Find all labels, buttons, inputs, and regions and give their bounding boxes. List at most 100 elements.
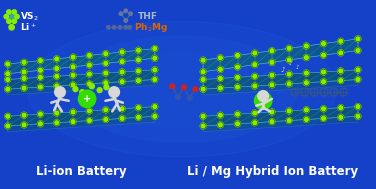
Circle shape bbox=[303, 107, 309, 113]
Circle shape bbox=[321, 52, 326, 58]
Circle shape bbox=[124, 19, 127, 22]
Polygon shape bbox=[8, 80, 155, 95]
Circle shape bbox=[187, 95, 192, 100]
Circle shape bbox=[193, 87, 198, 92]
Circle shape bbox=[15, 14, 19, 19]
Circle shape bbox=[119, 115, 125, 121]
Polygon shape bbox=[8, 49, 155, 74]
Circle shape bbox=[152, 77, 158, 82]
Circle shape bbox=[235, 74, 241, 80]
Circle shape bbox=[89, 84, 94, 89]
Circle shape bbox=[269, 59, 275, 65]
Circle shape bbox=[9, 25, 14, 30]
Circle shape bbox=[235, 121, 241, 127]
Circle shape bbox=[80, 90, 85, 94]
Circle shape bbox=[355, 104, 361, 109]
Circle shape bbox=[269, 109, 275, 115]
Circle shape bbox=[321, 79, 326, 84]
Circle shape bbox=[103, 80, 109, 86]
Circle shape bbox=[38, 74, 43, 80]
Circle shape bbox=[70, 54, 76, 60]
Circle shape bbox=[86, 71, 92, 77]
Circle shape bbox=[104, 85, 109, 90]
Circle shape bbox=[252, 50, 258, 56]
Circle shape bbox=[355, 113, 361, 119]
Circle shape bbox=[235, 84, 241, 90]
Circle shape bbox=[136, 105, 141, 111]
Circle shape bbox=[103, 117, 109, 122]
Text: THF: THF bbox=[137, 12, 158, 21]
Polygon shape bbox=[203, 39, 358, 72]
Circle shape bbox=[5, 113, 11, 119]
Circle shape bbox=[303, 55, 309, 60]
Circle shape bbox=[355, 67, 361, 73]
Text: ♪: ♪ bbox=[280, 67, 285, 73]
Text: Li$^+$: Li$^+$ bbox=[20, 21, 37, 33]
Circle shape bbox=[217, 122, 223, 128]
Circle shape bbox=[252, 62, 258, 68]
Circle shape bbox=[152, 46, 158, 51]
Circle shape bbox=[152, 104, 158, 109]
Ellipse shape bbox=[105, 50, 259, 128]
Circle shape bbox=[54, 56, 60, 62]
Circle shape bbox=[136, 115, 141, 120]
Circle shape bbox=[21, 85, 27, 91]
Circle shape bbox=[269, 72, 275, 78]
Text: Ph$_2$Mg: Ph$_2$Mg bbox=[133, 21, 167, 34]
Circle shape bbox=[70, 72, 76, 78]
Circle shape bbox=[73, 87, 78, 92]
Circle shape bbox=[7, 19, 11, 23]
Circle shape bbox=[21, 76, 27, 81]
Circle shape bbox=[21, 59, 27, 65]
Circle shape bbox=[70, 119, 76, 125]
Circle shape bbox=[103, 70, 109, 76]
Circle shape bbox=[21, 112, 27, 118]
Circle shape bbox=[355, 77, 361, 82]
Circle shape bbox=[252, 110, 258, 116]
Circle shape bbox=[54, 120, 60, 126]
Circle shape bbox=[181, 85, 186, 90]
Circle shape bbox=[136, 78, 141, 84]
Circle shape bbox=[103, 60, 109, 66]
Circle shape bbox=[7, 10, 11, 14]
Polygon shape bbox=[203, 107, 358, 126]
Circle shape bbox=[112, 26, 116, 29]
Circle shape bbox=[338, 105, 344, 111]
Circle shape bbox=[286, 57, 292, 63]
Circle shape bbox=[217, 76, 223, 81]
Circle shape bbox=[269, 119, 275, 125]
Circle shape bbox=[355, 48, 361, 53]
Circle shape bbox=[200, 123, 206, 129]
Circle shape bbox=[286, 45, 292, 51]
Circle shape bbox=[217, 67, 223, 72]
Circle shape bbox=[10, 15, 14, 18]
Circle shape bbox=[119, 12, 123, 15]
Circle shape bbox=[54, 110, 60, 116]
Circle shape bbox=[5, 123, 11, 129]
Circle shape bbox=[286, 81, 292, 87]
Circle shape bbox=[321, 41, 326, 46]
Circle shape bbox=[86, 62, 92, 68]
Circle shape bbox=[136, 57, 141, 63]
Circle shape bbox=[303, 117, 309, 122]
Circle shape bbox=[255, 92, 272, 109]
Circle shape bbox=[252, 120, 258, 126]
Circle shape bbox=[107, 26, 110, 29]
Text: ♪: ♪ bbox=[295, 65, 299, 70]
Circle shape bbox=[119, 49, 125, 55]
Circle shape bbox=[217, 55, 223, 61]
Circle shape bbox=[119, 69, 125, 75]
Circle shape bbox=[70, 109, 76, 115]
Circle shape bbox=[128, 26, 131, 29]
Circle shape bbox=[124, 26, 127, 29]
Circle shape bbox=[170, 84, 174, 89]
Circle shape bbox=[321, 106, 326, 112]
Circle shape bbox=[86, 81, 92, 87]
Circle shape bbox=[124, 9, 127, 12]
Circle shape bbox=[5, 86, 11, 92]
Circle shape bbox=[5, 61, 11, 67]
Circle shape bbox=[54, 73, 60, 79]
Circle shape bbox=[4, 14, 9, 19]
Circle shape bbox=[12, 19, 17, 23]
Circle shape bbox=[70, 82, 76, 88]
